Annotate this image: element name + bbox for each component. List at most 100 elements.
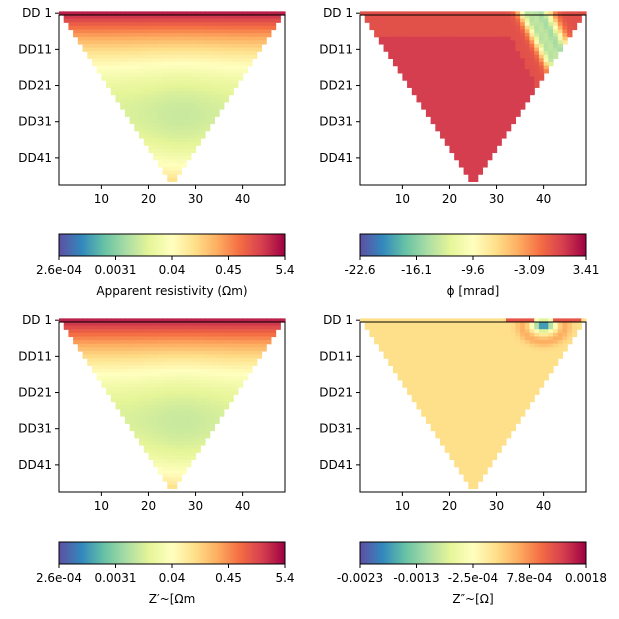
heatmap-cell [106,11,112,16]
heatmap-cell [425,51,432,56]
heatmap-cell [515,29,521,34]
heatmap-cell [501,358,507,363]
heatmap-cell [430,83,436,88]
heatmap-cell [416,83,422,88]
heatmap-cell [562,318,568,323]
heatmap-cell [223,94,230,99]
heatmap-cell [195,397,201,403]
heatmap-cell [482,444,488,450]
heatmap-cell [176,29,183,34]
heatmap-cell [402,65,408,70]
heatmap-cell [219,412,225,417]
heatmap-cell [237,65,244,70]
heatmap-cell [129,80,135,85]
heatmap-cell [435,340,441,345]
heatmap-cell [120,83,126,88]
heatmap-cell [242,336,248,341]
heatmap-cell [425,405,432,410]
heatmap-cell [247,58,253,63]
heatmap-cell [473,58,479,63]
heatmap-cell [505,408,512,414]
heatmap-cell [463,387,469,392]
heatmap-cell [458,325,465,330]
heatmap-cell [172,416,178,421]
heatmap-cell [383,25,389,31]
heatmap-cell [129,112,135,117]
heatmap-cell [444,401,451,406]
heatmap-cell [440,340,446,345]
heatmap-cell [190,405,197,410]
heatmap-cell [228,25,234,31]
heatmap-cell [425,408,432,414]
heatmap-cell [524,43,531,49]
heatmap-cell [557,329,564,334]
heatmap-cell [129,87,135,92]
heatmap-cell [209,15,215,20]
heatmap-cell [181,43,187,49]
heatmap-cell [115,58,121,63]
heatmap-cell [392,43,399,49]
heatmap-cell [407,318,413,323]
heatmap-cell [176,22,183,27]
heatmap-cell [501,354,507,359]
heatmap-cell [477,434,484,439]
heatmap-cell [209,109,215,114]
heatmap-cell [167,455,173,461]
heatmap-cell [468,466,474,471]
heatmap-cell [176,152,183,157]
heatmap-cell [256,47,263,52]
heatmap-cell [496,329,502,334]
heatmap-cell [567,15,573,20]
heatmap-cell [538,18,545,23]
heatmap-cell [176,119,183,125]
heatmap-cell [496,350,502,356]
heatmap-cell [124,112,131,117]
heatmap-cell [477,390,484,395]
heatmap-cell [397,15,403,20]
heatmap-cell [411,390,418,395]
heatmap-cell [223,22,230,27]
heatmap-cell [505,72,512,78]
heatmap-cell [449,329,455,334]
heatmap-cell [162,369,168,374]
heatmap-cell [209,54,215,60]
heatmap-cell [444,379,451,385]
heatmap-cell [87,15,93,20]
heatmap-cell [449,354,455,359]
heatmap-cell [101,325,107,330]
heatmap-cell [237,322,244,327]
heatmap-cell [468,354,474,359]
heatmap-cell [153,434,159,439]
heatmap-cell [501,369,507,374]
heatmap-cell [421,25,427,31]
heatmap-cell [195,332,201,338]
heatmap-cell [458,148,465,154]
heatmap-cell [458,123,465,128]
heatmap-cell [454,448,460,453]
heatmap-cell [458,36,465,41]
heatmap-cell [223,372,230,377]
heatmap-cell [219,18,225,23]
heatmap-cell [195,105,201,110]
heatmap-cell [172,130,178,135]
heatmap-cell [454,87,460,92]
heatmap-cell [534,365,540,370]
heatmap-cell [172,394,178,399]
heatmap-cell [101,40,107,45]
heatmap-cell [440,372,446,377]
heatmap-cell [148,430,154,435]
heatmap-cell [190,423,197,428]
heatmap-cell [454,437,460,442]
heatmap-cell [190,372,197,377]
heatmap-cell [181,22,187,27]
y-tick-label: DD41 [18,458,52,472]
heatmap-cell [562,25,568,31]
heatmap-cell [557,350,564,356]
x-tick-label: 40 [536,192,551,206]
heatmap-cell [162,148,168,154]
heatmap-cell [237,51,244,56]
heatmap-cell [477,51,484,56]
heatmap-cells [360,11,587,182]
heatmap-cell [204,119,211,125]
heatmap-cell [473,416,479,421]
